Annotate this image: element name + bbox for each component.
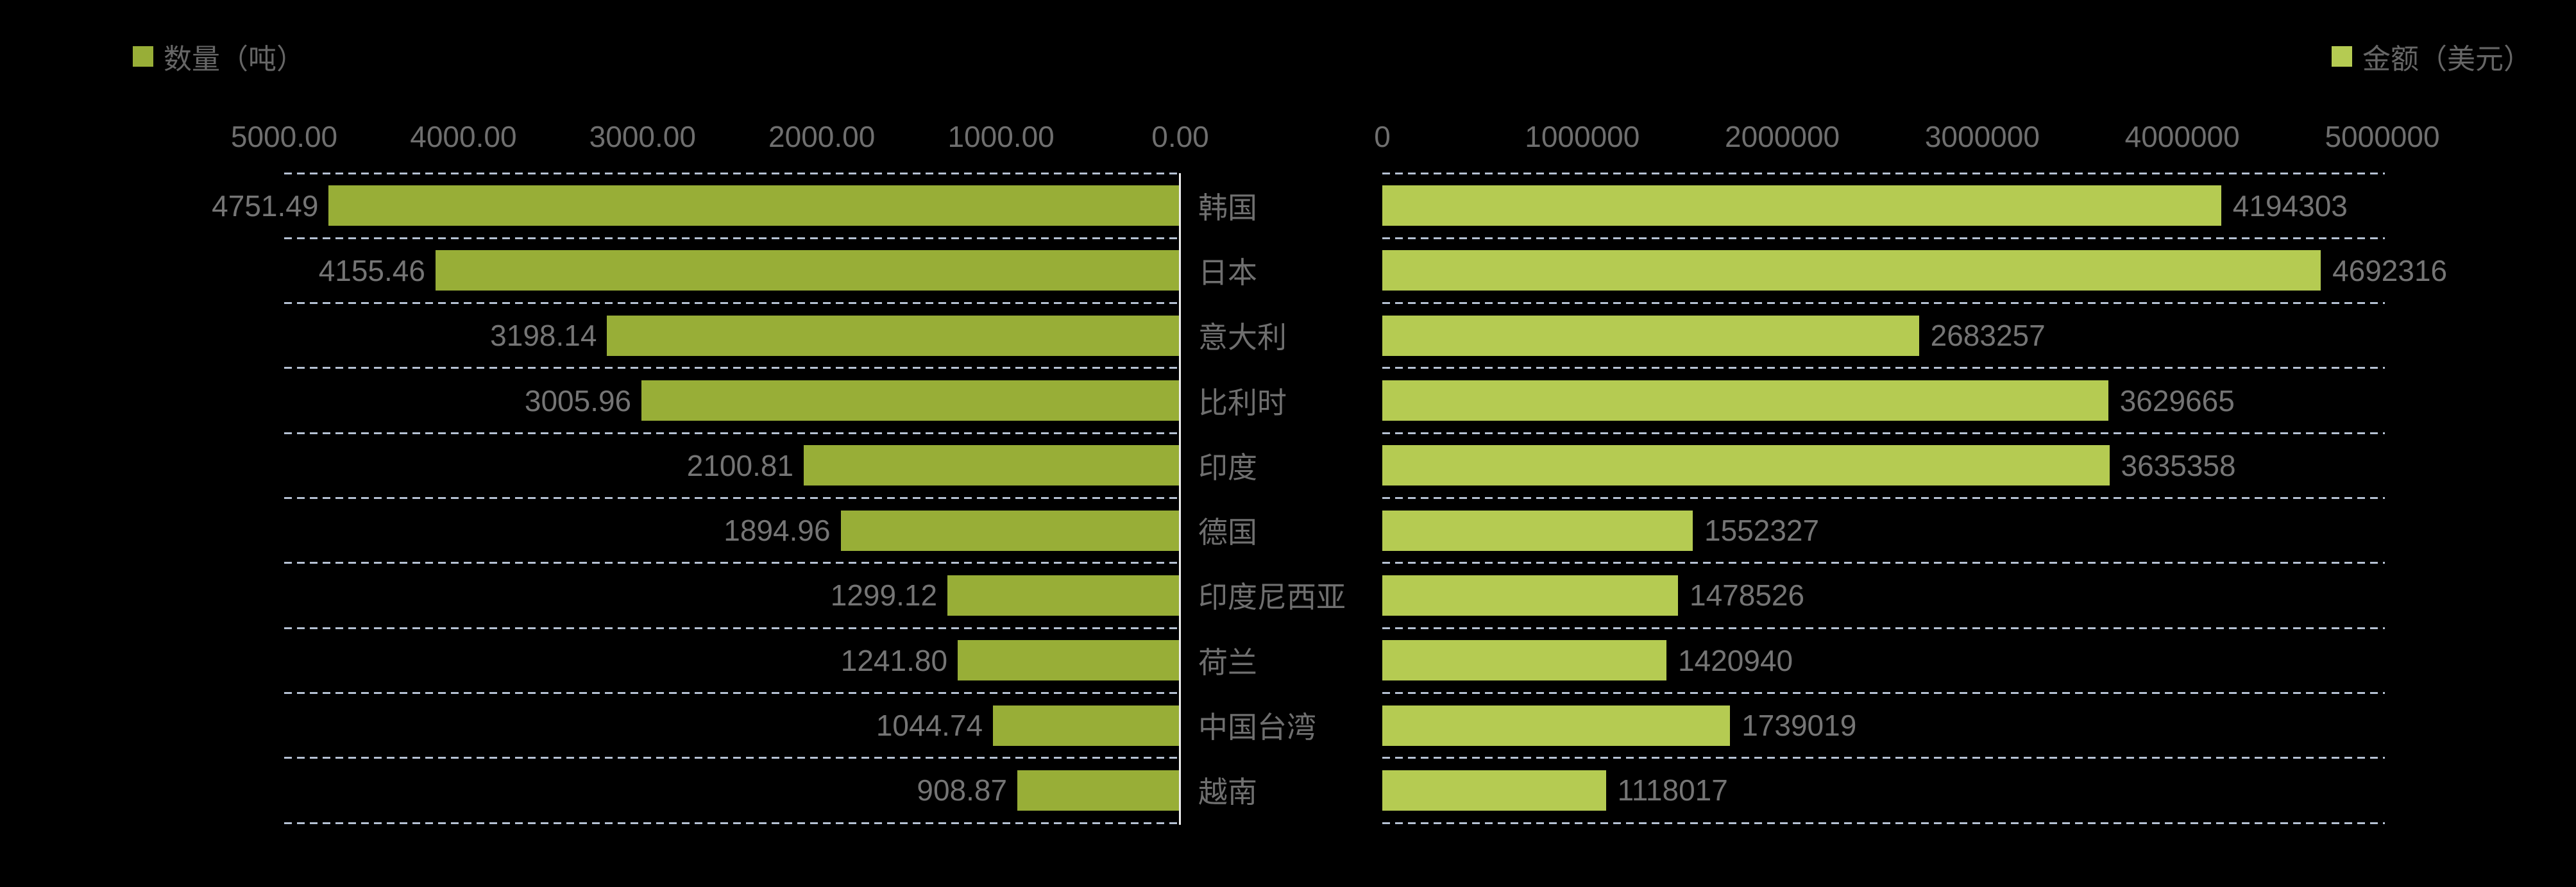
quantity-value-label: 1299.12	[830, 579, 938, 612]
gridline	[1382, 562, 2385, 564]
category-label: 中国台湾	[1198, 711, 1316, 745]
gridline	[284, 757, 1180, 759]
gridline	[1382, 172, 2385, 174]
amount-value-label: 1478526	[1690, 579, 1805, 612]
category-label: 日本	[1198, 255, 1257, 289]
gridline	[1382, 691, 2385, 694]
quantity-value-label: 908.87	[917, 773, 1008, 807]
gridline	[1382, 237, 2385, 239]
quantity-bar[interactable]	[435, 250, 1180, 291]
legend-amount-label: 金额（美元）	[2362, 44, 2532, 75]
quantity-axis-tick: 2000.00	[768, 120, 876, 153]
legend-amount-swatch	[2332, 46, 2352, 67]
amount-bar[interactable]	[1382, 315, 1919, 356]
gridline	[284, 562, 1180, 564]
quantity-bar[interactable]	[607, 315, 1180, 356]
gridline	[284, 822, 1180, 824]
amount-axis-tick: 0	[1374, 120, 1391, 153]
gridline	[1382, 757, 2385, 759]
gridline	[1382, 432, 2385, 434]
legend-quantity-swatch	[133, 46, 153, 67]
amount-value-label: 1118017	[1617, 773, 1728, 807]
amount-bar[interactable]	[1382, 380, 2108, 421]
amount-bar[interactable]	[1382, 185, 2221, 226]
category-label: 比利时	[1198, 385, 1287, 419]
category-label: 荷兰	[1198, 645, 1257, 679]
amount-axis-tick: 1000000	[1525, 120, 1640, 153]
amount-value-label: 4194303	[2232, 189, 2348, 223]
quantity-value-label: 3198.14	[490, 319, 597, 353]
category-label: 德国	[1198, 516, 1257, 550]
quantity-bar[interactable]	[328, 185, 1180, 226]
category-label: 意大利	[1198, 321, 1287, 355]
amount-bar[interactable]	[1382, 250, 2321, 291]
gridline	[284, 432, 1180, 434]
quantity-bar[interactable]	[641, 380, 1180, 421]
amount-value-label: 3635358	[2121, 448, 2236, 482]
gridline	[284, 237, 1180, 239]
amount-bar[interactable]	[1382, 575, 1678, 616]
quantity-bar[interactable]	[993, 705, 1180, 746]
quantity-bar[interactable]	[804, 445, 1180, 486]
category-label: 印度尼西亚	[1198, 580, 1346, 614]
category-label: 印度	[1198, 450, 1257, 484]
gridline	[1382, 822, 2385, 824]
quantity-value-label: 1894.96	[724, 514, 831, 548]
quantity-bar[interactable]	[1017, 770, 1180, 811]
amount-axis-tick: 5000000	[2325, 120, 2440, 153]
amount-value-label: 1420940	[1678, 643, 1793, 677]
quantity-bar[interactable]	[840, 510, 1180, 551]
quantity-axis-zero-line	[1179, 173, 1181, 825]
amount-value-label: 1552327	[1704, 514, 1820, 548]
quantity-value-label: 2100.81	[686, 448, 794, 482]
gridline	[284, 497, 1180, 499]
quantity-value-label: 1044.74	[876, 709, 983, 743]
gridline	[1382, 627, 2385, 629]
gridline	[1382, 497, 2385, 499]
quantity-axis-tick: 5000.00	[230, 120, 338, 153]
quantity-axis-tick: 1000.00	[947, 120, 1055, 153]
quantity-axis-tick: 4000.00	[410, 120, 517, 153]
gridline	[284, 367, 1180, 369]
amount-bar[interactable]	[1382, 445, 2110, 486]
quantity-axis-tick: 0.00	[1151, 120, 1209, 153]
legend-quantity-label: 数量（吨）	[164, 44, 305, 75]
legend-quantity[interactable]: 数量（吨）	[133, 36, 305, 77]
category-label: 越南	[1198, 775, 1257, 809]
gridline	[1382, 367, 2385, 369]
gridline	[284, 302, 1180, 305]
gridline	[1382, 302, 2385, 305]
amount-axis-tick: 2000000	[1725, 120, 1840, 153]
quantity-value-label: 4751.49	[212, 189, 319, 223]
quantity-bar[interactable]	[947, 575, 1180, 616]
amount-value-label: 4692316	[2332, 253, 2448, 287]
amount-bar[interactable]	[1382, 705, 1731, 746]
amount-value-label: 3629665	[2119, 384, 2235, 418]
amount-axis-tick: 3000000	[1924, 120, 2040, 153]
quantity-value-label: 4155.46	[318, 253, 425, 287]
quantity-value-label: 1241.80	[840, 643, 948, 677]
amount-value-label: 1739019	[1741, 709, 1857, 743]
quantity-axis-tick: 3000.00	[589, 120, 696, 153]
legend-amount[interactable]: 金额（美元）	[2332, 36, 2532, 77]
category-label: 韩国	[1198, 190, 1257, 224]
gridline	[284, 627, 1180, 629]
amount-bar[interactable]	[1382, 510, 1693, 551]
amount-bar[interactable]	[1382, 770, 1606, 811]
quantity-bar[interactable]	[958, 640, 1180, 681]
amount-bar[interactable]	[1382, 640, 1667, 681]
amount-axis-tick: 4000000	[2124, 120, 2240, 153]
gridline	[284, 691, 1180, 694]
quantity-value-label: 3005.96	[524, 384, 632, 418]
gridline	[284, 172, 1180, 174]
amount-value-label: 2683257	[1930, 319, 2046, 353]
